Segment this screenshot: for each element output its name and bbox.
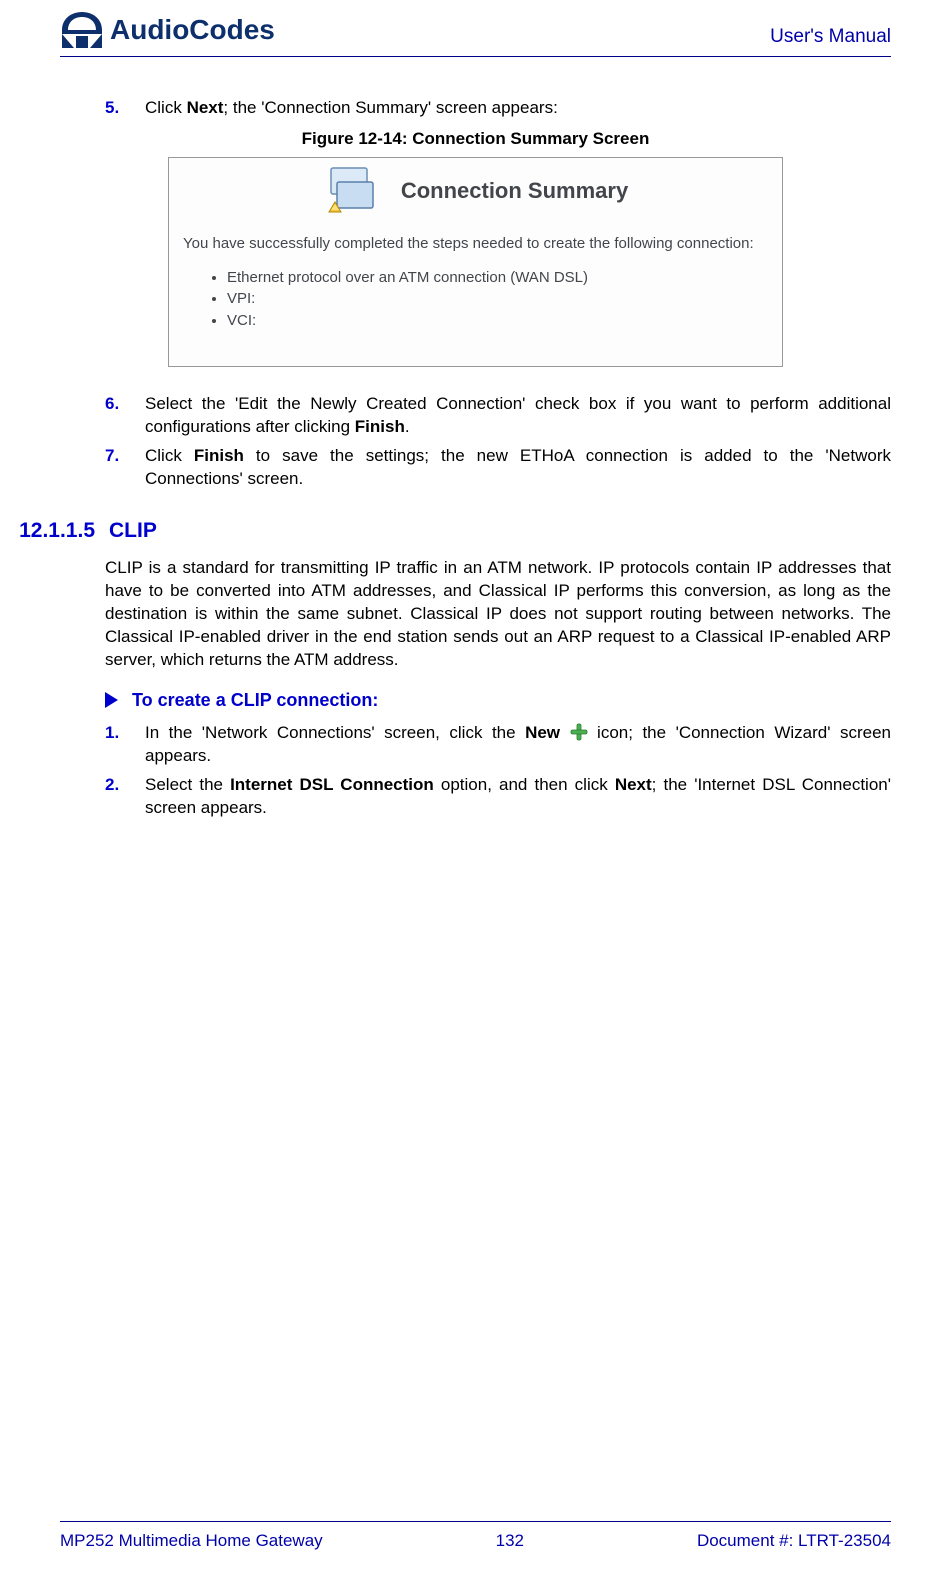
- figure-caption: Figure 12-14: Connection Summary Screen: [60, 128, 891, 151]
- triangle-icon: [105, 692, 118, 708]
- brand-name: AudioCodes: [110, 11, 275, 49]
- figure-title: Connection Summary: [401, 176, 628, 206]
- new-plus-icon: [570, 723, 588, 741]
- step-7: 7. Click Finish to save the settings; th…: [105, 445, 891, 491]
- step-5: 5. Click Next; the 'Connection Summary' …: [105, 97, 891, 120]
- figure-title-row: Connection Summary: [183, 164, 768, 234]
- bullet-item: Ethernet protocol over an ATM connection…: [227, 268, 768, 288]
- clip-step-1: 1. In the 'Network Connections' screen, …: [105, 722, 891, 768]
- section-heading: 12.1.1.5 CLIP: [0, 517, 891, 545]
- footer-left: MP252 Multimedia Home Gateway: [60, 1530, 323, 1553]
- bold-text: Next: [187, 98, 224, 117]
- bold-text: Next: [615, 775, 652, 794]
- step-number: 1.: [105, 722, 145, 768]
- section-number: 12.1.1.5: [0, 517, 95, 545]
- step-text: Select the 'Edit the Newly Created Conne…: [145, 393, 891, 439]
- text: Click: [145, 98, 187, 117]
- section-paragraph: CLIP is a standard for transmitting IP t…: [105, 557, 891, 672]
- text: .: [405, 417, 410, 436]
- text: Click: [145, 446, 194, 465]
- clip-step-2: 2. Select the Internet DSL Connection op…: [105, 774, 891, 820]
- figure-screenshot: Connection Summary You have successfully…: [168, 157, 783, 367]
- audiocodes-logo-icon: [60, 10, 104, 50]
- bold-text: Finish: [194, 446, 244, 465]
- figure-description: You have successfully completed the step…: [183, 234, 768, 254]
- procedure-title: To create a CLIP connection:: [132, 688, 378, 712]
- bullet-item: VCI:: [227, 311, 768, 331]
- figure-bullets: Ethernet protocol over an ATM connection…: [227, 268, 768, 331]
- step-number: 5.: [105, 97, 145, 120]
- step-6: 6. Select the 'Edit the Newly Created Co…: [105, 393, 891, 439]
- page-header: AudioCodes User's Manual: [60, 0, 891, 57]
- footer-page-number: 132: [496, 1530, 524, 1553]
- step-text: Select the Internet DSL Connection optio…: [145, 774, 891, 820]
- brand-logo: AudioCodes: [60, 10, 275, 50]
- step-number: 6.: [105, 393, 145, 439]
- text: [560, 723, 570, 742]
- step-text: Click Finish to save the settings; the n…: [145, 445, 891, 491]
- text: In the 'Network Connections' screen, cli…: [145, 723, 525, 742]
- text: option, and then click: [434, 775, 615, 794]
- step-number: 7.: [105, 445, 145, 491]
- section-title: CLIP: [109, 517, 157, 545]
- bold-text: Finish: [355, 417, 405, 436]
- bold-text: Internet DSL Connection: [230, 775, 434, 794]
- step-number: 2.: [105, 774, 145, 820]
- text: ; the 'Connection Summary' screen appear…: [223, 98, 557, 117]
- text: Select the 'Edit the Newly Created Conne…: [145, 394, 891, 436]
- text: to save the settings; the new ETHoA conn…: [145, 446, 891, 488]
- step-text: Click Next; the 'Connection Summary' scr…: [145, 97, 891, 120]
- doc-title: User's Manual: [770, 24, 891, 50]
- bold-text: New: [525, 723, 560, 742]
- text: Select the: [145, 775, 230, 794]
- bullet-item: VPI:: [227, 289, 768, 309]
- step-text: In the 'Network Connections' screen, cli…: [145, 722, 891, 768]
- footer-right: Document #: LTRT-23504: [697, 1530, 891, 1553]
- page-footer: MP252 Multimedia Home Gateway 132 Docume…: [60, 1521, 891, 1553]
- procedure-heading: To create a CLIP connection:: [105, 688, 891, 712]
- connection-summary-icon: [323, 166, 379, 216]
